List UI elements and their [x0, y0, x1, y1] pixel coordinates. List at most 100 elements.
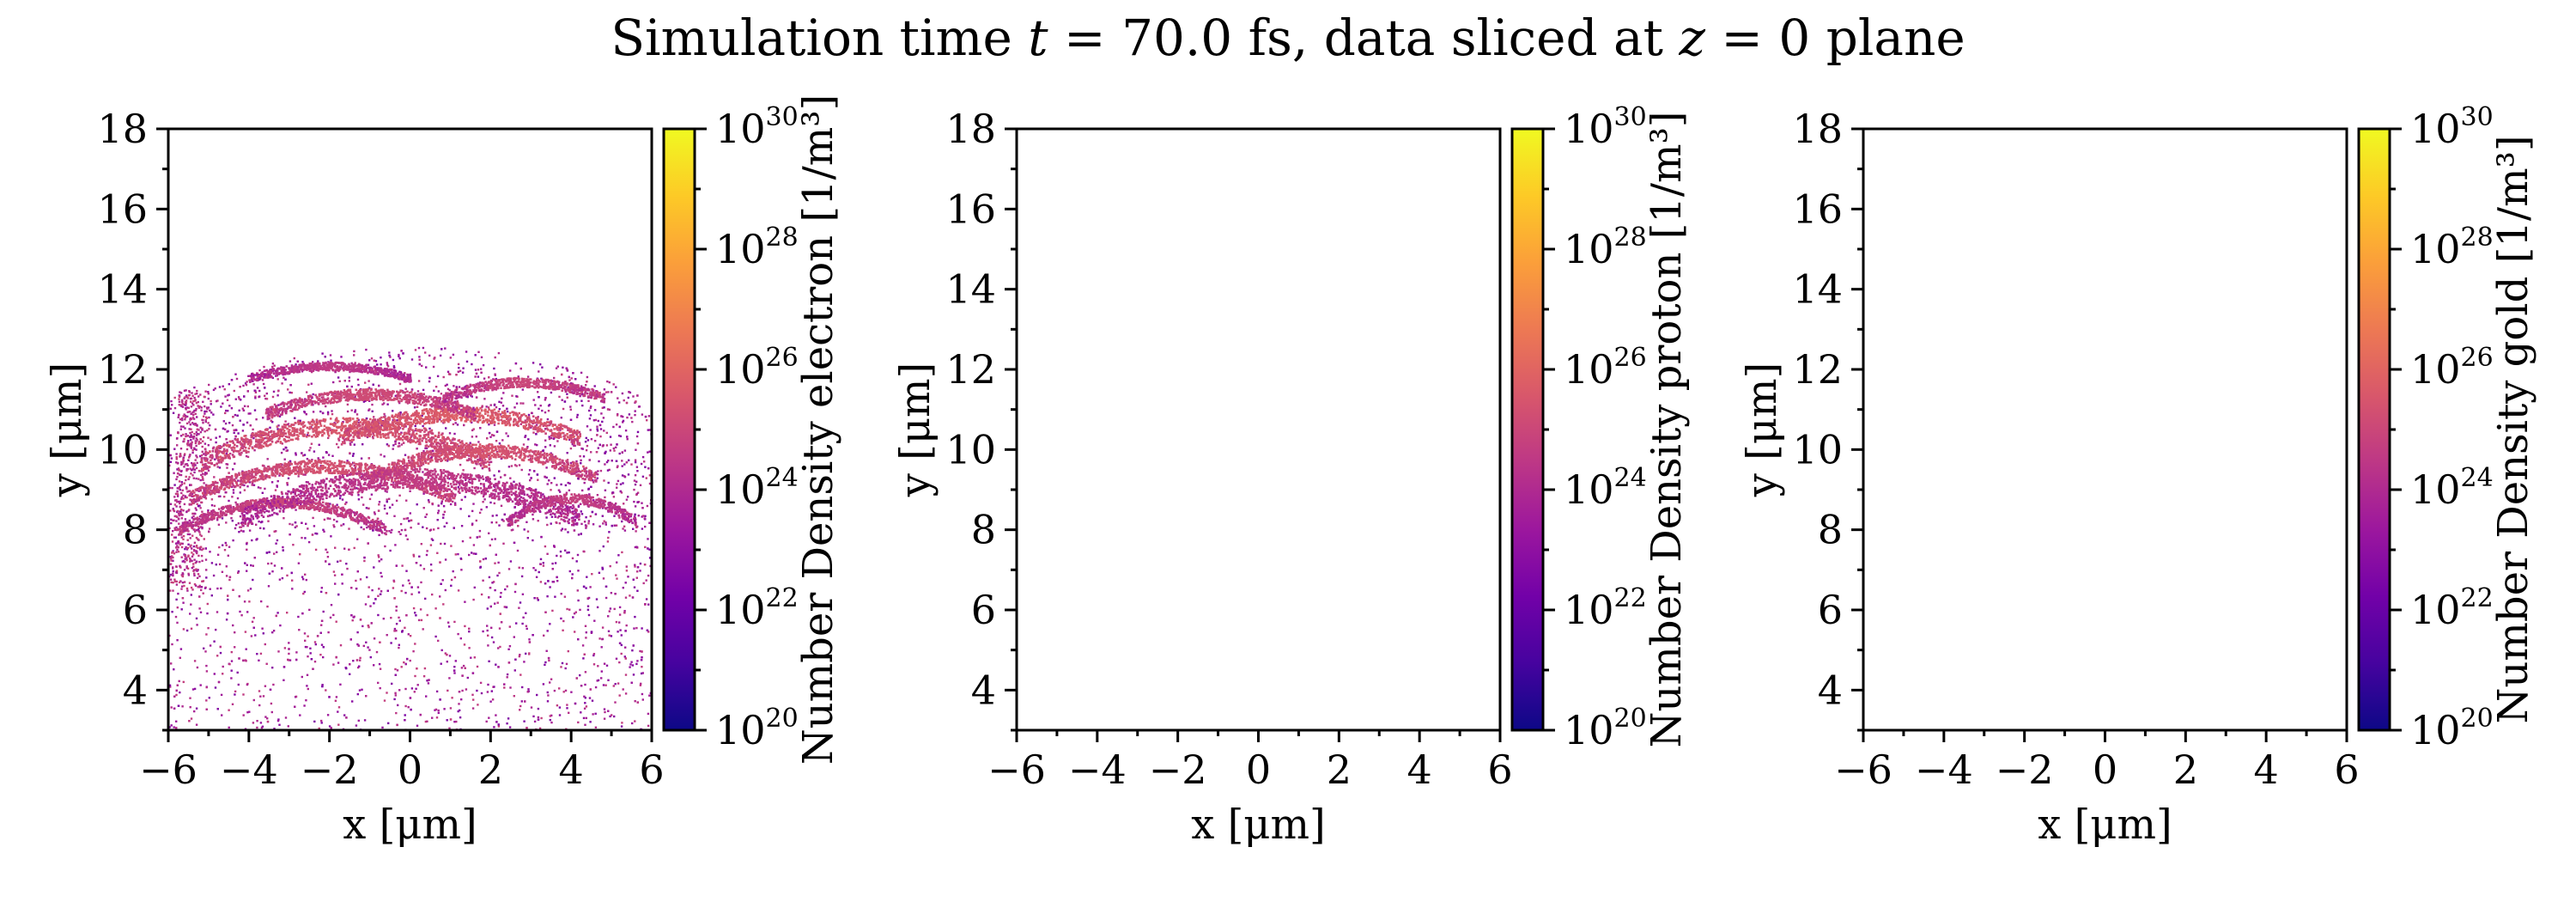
density-cell — [173, 484, 176, 486]
density-cell — [251, 484, 253, 486]
density-cell — [622, 688, 624, 691]
density-cell — [193, 409, 196, 412]
density-cell — [265, 398, 269, 400]
density-cell — [504, 588, 507, 591]
density-cell — [417, 442, 421, 446]
density-cell — [227, 444, 230, 447]
density-cell — [384, 545, 386, 548]
density-cell — [422, 463, 425, 466]
density-cell — [190, 544, 192, 546]
density-cell — [236, 414, 239, 417]
density-cell — [448, 447, 451, 450]
density-cell — [317, 457, 319, 460]
density-cell — [493, 404, 496, 406]
density-cell — [345, 667, 348, 670]
density-cell — [255, 434, 258, 436]
density-cell — [556, 704, 559, 707]
density-cell — [169, 503, 173, 505]
density-cell — [188, 391, 191, 393]
density-cell — [576, 553, 580, 557]
density-cell — [252, 722, 255, 724]
density-cell — [221, 451, 224, 454]
density-cell — [608, 531, 611, 533]
density-cell — [475, 372, 478, 375]
density-cell — [228, 393, 230, 396]
density-cell — [633, 586, 636, 588]
density-cell — [643, 564, 647, 566]
density-cell — [178, 413, 180, 417]
density-cell — [475, 460, 477, 464]
density-cell — [334, 419, 337, 422]
density-cell — [334, 546, 337, 549]
density-cell — [641, 627, 643, 630]
density-cell — [314, 643, 317, 646]
density-cell — [547, 410, 550, 412]
density-cell — [282, 545, 284, 549]
density-cell — [577, 570, 580, 572]
density-cell — [349, 663, 351, 666]
density-cell — [276, 425, 279, 428]
density-cell — [234, 398, 237, 400]
density-cell — [294, 489, 297, 491]
density-cell — [190, 434, 192, 436]
density-cell — [430, 429, 434, 432]
density-cell — [179, 580, 182, 582]
density-cell — [647, 415, 651, 417]
density-cell — [183, 437, 185, 441]
density-cell — [186, 567, 190, 570]
density-cell — [493, 434, 495, 437]
density-cell — [478, 535, 481, 538]
density-cell — [490, 521, 493, 524]
density-cell — [542, 564, 545, 567]
density-cell — [519, 423, 522, 425]
density-cell — [365, 695, 368, 698]
density-cell — [552, 505, 556, 508]
density-cell — [612, 685, 615, 687]
density-cell — [320, 419, 323, 423]
density-cell — [234, 646, 236, 649]
density-cell — [605, 596, 608, 600]
density-cell — [179, 542, 183, 545]
density-cell — [215, 399, 218, 403]
density-cell — [415, 614, 417, 617]
density-cell — [396, 418, 398, 422]
density-cell — [586, 444, 589, 448]
density-cell — [228, 444, 231, 447]
density-cell — [434, 357, 436, 359]
density-cell — [209, 424, 211, 427]
density-cell — [568, 489, 571, 491]
density-cell — [216, 452, 218, 454]
density-cell — [603, 388, 606, 391]
density-cell — [204, 457, 206, 460]
density-cell — [388, 506, 392, 509]
density-cell — [258, 447, 261, 449]
density-cell — [577, 599, 580, 602]
density-cell — [525, 652, 527, 655]
density-cell — [526, 521, 528, 523]
density-cell — [623, 525, 626, 527]
density-cell — [357, 494, 360, 497]
density-cell — [289, 391, 291, 394]
density-cell — [169, 556, 172, 558]
density-cell — [625, 461, 629, 464]
density-cell — [603, 708, 606, 710]
density-cell — [180, 481, 183, 484]
density-cell — [338, 497, 342, 500]
density-cell — [234, 373, 237, 375]
density-cell — [608, 408, 611, 411]
density-cell — [464, 496, 466, 498]
density-cell — [368, 497, 372, 501]
density-cell — [434, 708, 438, 711]
density-cell — [543, 634, 545, 637]
density-cell — [481, 457, 484, 460]
density-cell — [589, 721, 592, 723]
density-cell — [197, 525, 200, 527]
density-cell — [185, 475, 187, 478]
density-cell — [514, 362, 518, 365]
density-cell — [513, 464, 517, 466]
density-cell — [481, 405, 483, 409]
density-cell — [348, 527, 350, 530]
density-cell — [421, 414, 423, 417]
density-cell — [441, 579, 444, 582]
density-cell — [613, 449, 616, 452]
